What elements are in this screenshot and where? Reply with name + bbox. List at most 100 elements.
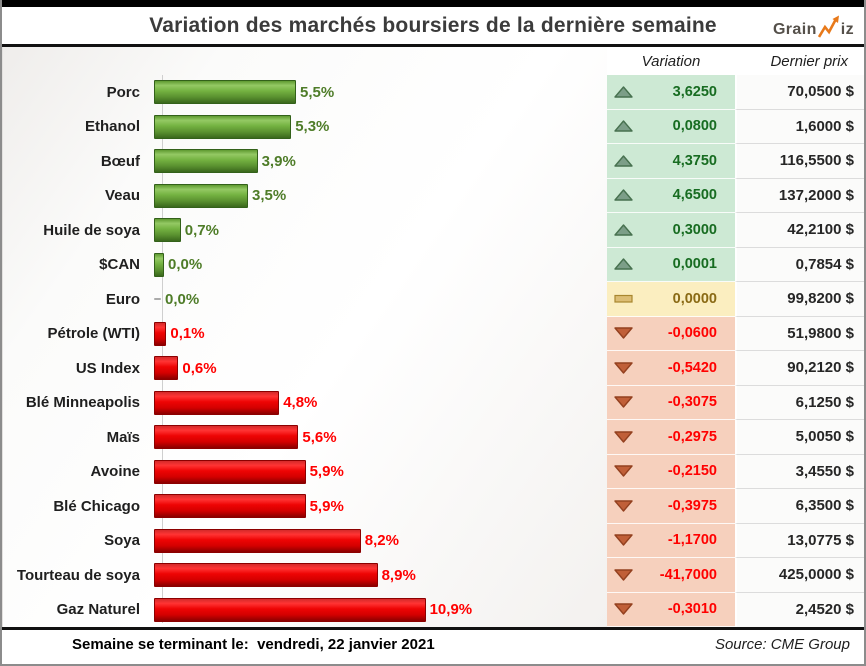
bar-value-label: 8,2% [364, 532, 399, 550]
price-value: 116,5500 $ [735, 144, 864, 179]
bar [154, 356, 179, 381]
bar-value-label: 5,6% [302, 428, 337, 446]
top-border-bar [2, 0, 864, 7]
grainwiz-logo: Grain iz [773, 9, 854, 41]
trend-icon-slot [614, 327, 640, 339]
down-arrow-icon [614, 534, 633, 546]
category-label: Porc [106, 83, 140, 101]
bar [154, 218, 181, 243]
trend-icon-slot [614, 603, 640, 615]
dash-icon [614, 294, 633, 303]
category-label: US Index [75, 359, 140, 377]
bar-value-label: 0,1% [170, 325, 205, 343]
price-value: 425,0000 $ [735, 558, 864, 593]
bar [154, 597, 426, 622]
category-label: Ethanol [85, 118, 140, 136]
down-arrow-icon [614, 569, 633, 581]
price-value: 0,7854 $ [735, 247, 864, 282]
variation-cell: -0,3010 [607, 592, 735, 627]
bar-value-label: 0,0% [165, 290, 200, 308]
variation-value: 4,6500 [672, 187, 717, 204]
week-ending-label: Semaine se terminant le: vendredi, 22 ja… [72, 635, 435, 653]
logo-text-grain: Grain [772, 21, 817, 38]
bar-cell: 0,7% [150, 213, 607, 248]
trend-icon-slot [614, 86, 640, 98]
bar-value-label: 4,8% [283, 394, 318, 412]
variation-value: -0,3075 [667, 394, 717, 411]
logo-zigzag-icon [817, 15, 841, 41]
trend-icon-slot [614, 362, 640, 374]
bar [154, 425, 299, 450]
up-arrow-icon [614, 258, 633, 270]
price-value: 6,3500 $ [735, 489, 864, 524]
trend-icon-slot [614, 120, 640, 132]
trend-icon-slot [614, 534, 640, 546]
up-arrow-icon [614, 120, 633, 132]
bar-value-label: 8,9% [381, 566, 416, 584]
price-value: 1,6000 $ [735, 109, 864, 144]
variation-value: 0,0800 [672, 118, 717, 135]
price-value: 70,0500 $ [735, 75, 864, 110]
variation-cell: 3,6250 [607, 75, 735, 110]
price-value: 2,4520 $ [735, 592, 864, 627]
variation-value: 3,6250 [672, 83, 717, 100]
bar [154, 183, 248, 208]
category-label: $CAN [99, 256, 140, 274]
down-arrow-icon [614, 396, 633, 408]
bottom-spacer [2, 658, 864, 664]
variation-value: 0,0000 [672, 290, 717, 307]
bar-cell: 3,5% [150, 179, 607, 214]
down-arrow-icon [614, 465, 633, 477]
bar-cell: 0,6% [150, 351, 607, 386]
down-arrow-icon [614, 327, 633, 339]
variation-cell: 4,6500 [607, 178, 735, 213]
bar-cell: 3,9% [150, 144, 607, 179]
variation-value: -41,7000 [659, 566, 717, 583]
header-spacer [2, 47, 607, 75]
page-title: Variation des marchés boursiers de la de… [149, 13, 717, 37]
zero-axis-line [162, 75, 163, 623]
bar-cell: 8,9% [150, 558, 607, 593]
bar-value-label: 5,9% [309, 463, 344, 481]
trend-icon-slot [614, 431, 640, 443]
up-arrow-icon [614, 86, 633, 98]
bar-value-label: 5,3% [295, 118, 330, 136]
category-label: Tourteau de soya [16, 566, 140, 584]
variation-cell: 0,0800 [607, 109, 735, 144]
category-label: Huile de soya [43, 221, 140, 239]
bar-value-label: 5,5% [300, 83, 335, 101]
title-row: Variation des marchés boursiers de la de… [2, 7, 864, 44]
bar-cell: 5,9% [150, 455, 607, 490]
header-divider [2, 44, 864, 47]
bar-cell: 5,3% [150, 110, 607, 145]
category-label: Blé Chicago [53, 497, 140, 515]
logo-text-iz: iz [840, 21, 854, 38]
trend-icon-slot [614, 224, 640, 236]
column-header-last-price: Dernier prix [770, 52, 848, 70]
price-value: 51,9800 $ [735, 316, 864, 351]
bar-cell: 5,9% [150, 489, 607, 524]
price-value: 3,4550 $ [735, 454, 864, 489]
variation-cell: -0,3075 [607, 385, 735, 420]
category-label: Gaz Naturel [56, 601, 140, 619]
price-value: 42,2100 $ [735, 213, 864, 248]
up-arrow-icon [614, 155, 633, 167]
trend-icon-slot [614, 155, 640, 167]
up-arrow-icon [614, 189, 633, 201]
trend-icon-slot [614, 569, 640, 581]
bar-value-label: 5,9% [309, 497, 344, 515]
bar [154, 114, 292, 139]
variation-value: -0,5420 [667, 359, 717, 376]
bar-cell: 5,5% [150, 75, 607, 110]
bar-cell: 5,6% [150, 420, 607, 455]
category-label: Veau [104, 187, 140, 205]
variation-cell: 0,3000 [607, 213, 735, 248]
bar [154, 321, 167, 346]
category-label: Blé Minneapolis [25, 394, 140, 412]
variation-value: 0,3000 [672, 221, 717, 238]
variation-cell: -41,7000 [607, 558, 735, 593]
trend-icon-slot [614, 189, 640, 201]
price-value: 90,2120 $ [735, 351, 864, 386]
footer-divider [2, 627, 864, 630]
